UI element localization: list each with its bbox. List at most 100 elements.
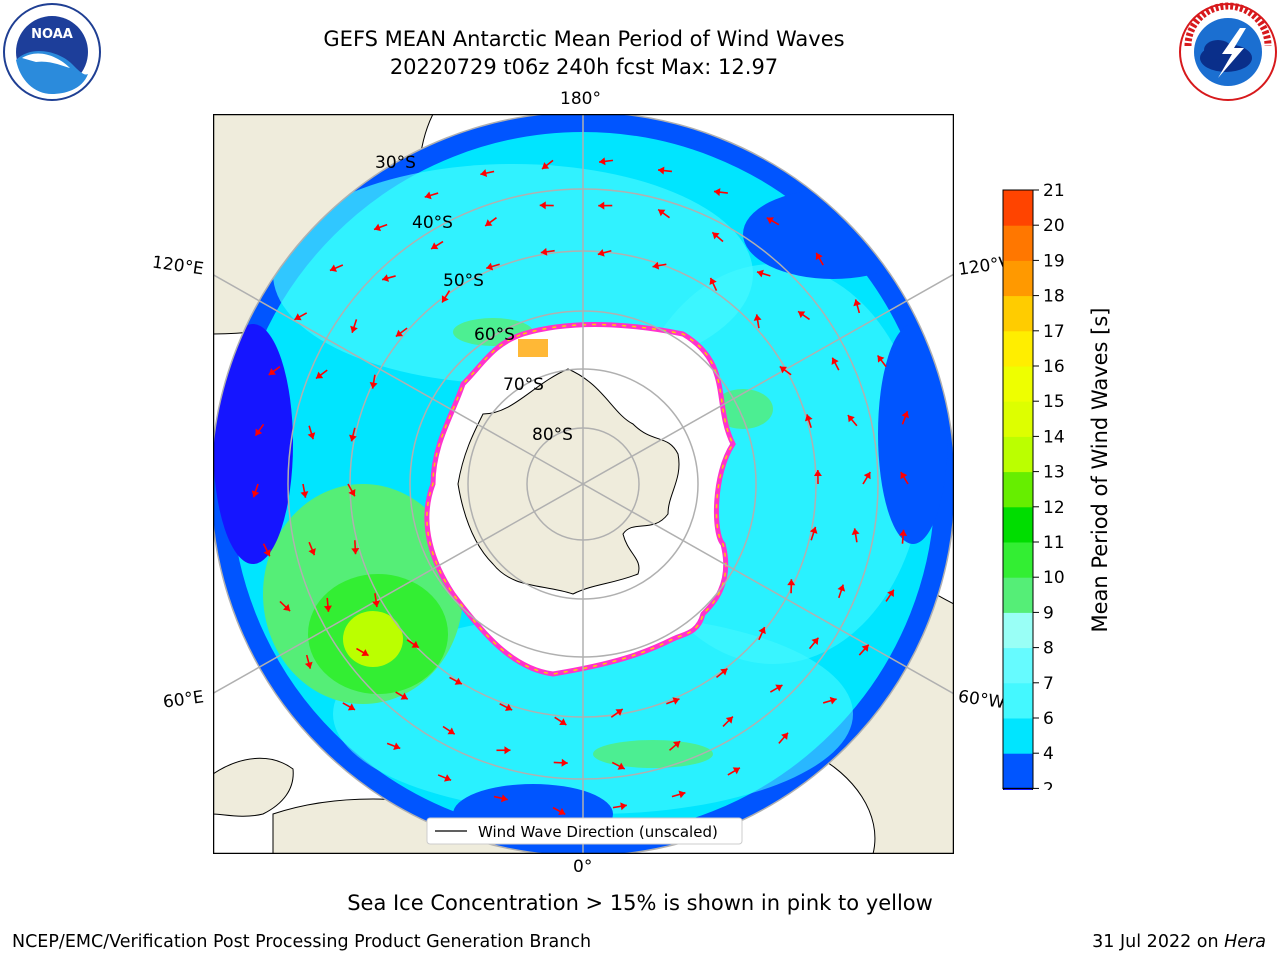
colorbar-tick-label: 7 [1043,674,1054,694]
wind-arrow-head [504,703,513,711]
wind-arrow-head [804,414,813,422]
wind-arrow-head [349,434,357,442]
wind-arrow-head [372,600,381,608]
wind-arrow-head [900,472,908,480]
wind-arrow-head [251,490,260,498]
colorbar-block [1003,225,1033,261]
colorbar: 2 4 6 7 8 9 10 11 12 13 14 15 16 17 18 19 20 21 Mean Peri… [1002,181,1112,790]
wind-arrow-head [308,548,316,556]
wind-arrow-head [815,252,823,261]
colorbar-block [1003,718,1033,754]
colorbar-block [1003,682,1033,719]
colorbar-label: Mean Period of Wind Waves [s] [1088,308,1112,633]
wind-arrow-head [617,762,625,770]
wind-arrow-head [658,166,665,175]
wind-arrow-head [263,549,271,557]
wind-arrow-head [672,697,680,705]
wind-arrow-head [813,470,822,477]
wind-arrow-head [348,489,356,497]
map-panel: Wind Wave Direction (unscaled) [213,114,954,854]
wind-arrow-head [712,232,720,240]
colorbar-block [1003,612,1033,649]
wind-arrow-head [779,366,787,374]
lat-label-50s: 50°S [443,271,484,291]
colorbar-block [1003,753,1033,789]
wind-arrow-head [559,718,567,725]
wind-arrow-head [382,274,390,282]
wind-arrow-head [454,677,462,685]
wind-arrow-head [847,415,855,423]
wind-arrow-head [400,692,408,700]
wind-arrow-head [863,472,871,480]
lat-label-30s: 30°S [375,153,416,173]
wind-arrow-head [307,432,316,440]
colorbar-tick-label: 17 [1043,322,1065,342]
wind-arrow-head [678,790,686,799]
wind-arrow-head [411,640,419,648]
footer-date-text: 31 Jul 2022 on [1092,932,1225,952]
wind-arrow-head [351,548,360,555]
wind-arrow-head [720,668,728,676]
wind-arrow-head [798,311,806,319]
wind-arrow-head [732,767,740,775]
wind-arrow-head [787,579,796,586]
wind-arrow-head [329,264,338,272]
sea-ice-region [424,322,736,677]
wind-arrow-head [652,261,660,270]
colorbar-block [1003,401,1033,437]
wind-arrow-head [725,716,733,724]
wind-arrow-head [861,644,869,652]
wind-arrow-head [486,262,494,271]
lat-label-60s: 60°S [474,325,515,345]
wind-arrow-head [558,807,566,815]
chart-title: GEFS MEAN Antarctic Mean Period of Wind … [323,27,845,51]
colorbar-blocks [1002,189,1034,790]
colorbar-tick-label: 6 [1043,709,1054,729]
wind-arrow-head [561,758,568,767]
colorbar-tick-label: 9 [1043,603,1054,623]
wind-arrow-head [350,325,358,333]
colorbar-block [1003,542,1033,578]
wind-arrow-head [480,169,488,177]
wind-arrow-head [304,661,313,669]
wind-arrow-head [447,727,455,735]
colorbar-tick-label: 2 [1043,779,1054,790]
wind-arrow-head [347,703,356,711]
colorbar-block [1003,330,1033,367]
noaa-logo-icon: NOAA [3,3,101,101]
colorbar-frame [1002,189,1034,789]
wind-arrow-head [393,742,401,750]
lon-label-0: 0° [573,857,593,877]
colorbar-block [1003,260,1033,297]
noaa-logo-text: NOAA [31,27,73,42]
wind-arrow-head [539,201,546,210]
colorbar-tick-label: 15 [1043,392,1065,412]
wind-arrow-head [781,732,789,740]
wind-arrow-head [361,649,369,657]
footer-branch: NCEP/EMC/Verification Post Processing Pr… [12,932,592,952]
wind-arrow-head [369,382,378,389]
wind-arrow-head [620,802,627,811]
wind-arrow-head [501,794,508,803]
colorbar-tick-label: 11 [1043,533,1065,553]
wind-arrow-head [599,157,606,166]
chart-subtitle: 20220729 t06z 240h fcst Max: 12.97 [389,55,779,79]
colorbar-tick-label: 10 [1043,568,1065,588]
wind-arrow-head [756,269,764,278]
wind-arrow-head [395,329,404,337]
footer-host: Hera [1224,932,1266,952]
colorbar-tick-label: 4 [1043,744,1054,764]
lat-label-80s: 80°S [532,425,573,445]
colorbar-block [1003,471,1033,508]
colorbar-tick-label: 18 [1043,287,1065,307]
wind-arrow-head [541,162,550,170]
colorbar-tick-label: 13 [1043,463,1065,483]
colorbar-block [1003,577,1033,613]
wind-arrow-head [709,277,717,286]
wind-arrow-head [282,604,291,612]
wind-arrow-head [853,299,862,307]
lat-label-40s: 40°S [412,213,453,233]
wind-arrow-head [831,357,839,365]
wind-arrow-head [444,774,452,782]
wind-arrow-head [809,526,818,534]
